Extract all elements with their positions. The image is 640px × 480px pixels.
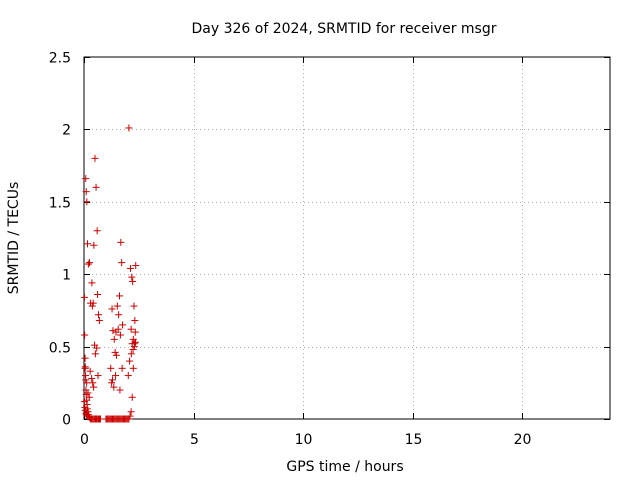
data-point — [80, 293, 88, 301]
data-point — [118, 364, 126, 372]
data-point — [91, 350, 99, 358]
data-point — [85, 393, 93, 401]
data-point — [108, 376, 116, 384]
data-point — [85, 259, 93, 267]
data-point — [131, 328, 139, 336]
data-point — [115, 311, 123, 319]
x-tick-label: 15 — [405, 432, 423, 448]
y-tick-label: 1.5 — [49, 196, 71, 212]
data-point — [126, 264, 134, 272]
data-point — [88, 374, 96, 382]
data-point — [86, 367, 94, 375]
data-points — [80, 124, 140, 423]
data-point — [93, 344, 101, 352]
data-point — [94, 372, 102, 380]
data-point — [128, 273, 136, 281]
y-tick-label: 1 — [62, 268, 71, 284]
data-point — [116, 331, 124, 339]
y-tick-label: 2.5 — [49, 51, 71, 67]
data-point — [88, 302, 96, 310]
data-point — [82, 188, 90, 196]
data-point — [110, 383, 118, 391]
data-point — [113, 302, 121, 310]
data-point — [84, 389, 92, 397]
data-point — [81, 354, 89, 362]
data-point — [131, 317, 139, 325]
data-point — [107, 364, 115, 372]
data-point — [128, 393, 136, 401]
data-point — [81, 364, 89, 372]
data-point — [89, 299, 97, 307]
data-point — [82, 411, 90, 419]
y-tick-label: 0 — [62, 413, 71, 429]
y-axis-label: SRMTID / TECUs — [6, 182, 22, 295]
data-point — [125, 415, 133, 423]
data-point — [125, 124, 133, 132]
data-point — [112, 351, 120, 359]
data-point — [129, 277, 137, 285]
data-point — [81, 406, 89, 414]
data-point — [92, 183, 100, 191]
data-point — [84, 240, 92, 248]
data-point — [89, 379, 97, 387]
y-tick-label: 2 — [62, 123, 71, 139]
x-tick-label: 10 — [295, 432, 313, 448]
data-point — [112, 372, 120, 380]
data-point — [118, 259, 126, 267]
data-point — [90, 241, 98, 249]
y-tick-label: 0.5 — [49, 341, 71, 357]
data-point — [84, 260, 92, 268]
data-point — [83, 198, 91, 206]
data-point — [116, 292, 124, 300]
data-point — [129, 345, 137, 353]
x-tick-label: 0 — [80, 432, 89, 448]
chart-title: Day 326 of 2024, SRMTID for receiver msg… — [192, 21, 497, 37]
data-point — [129, 364, 137, 372]
data-point — [109, 327, 117, 335]
data-point — [94, 311, 102, 319]
data-point — [83, 379, 91, 387]
x-tick-label: 20 — [514, 432, 532, 448]
x-axis-label: GPS time / hours — [286, 459, 403, 475]
data-point — [83, 412, 91, 420]
data-point — [114, 325, 122, 333]
x-tick-labels: 0 5 10 15 20 — [80, 432, 531, 448]
axis-ticks — [84, 57, 610, 420]
data-point — [126, 412, 134, 420]
data-point — [94, 290, 102, 298]
data-point — [116, 386, 124, 394]
y-tick-labels: 0 0.5 1 1.5 2 2.5 — [49, 51, 71, 429]
data-point — [91, 154, 99, 162]
data-point — [110, 335, 118, 343]
data-point — [132, 262, 140, 270]
data-point — [127, 325, 135, 333]
plot-frame — [83, 56, 611, 420]
data-point — [126, 357, 134, 365]
data-point — [82, 175, 90, 183]
data-point — [88, 279, 96, 287]
data-point — [82, 376, 90, 384]
data-point — [130, 302, 138, 310]
grid-lines — [84, 57, 610, 419]
data-point — [108, 379, 116, 387]
data-point — [111, 348, 119, 356]
x-tick-label: 5 — [190, 432, 199, 448]
data-point — [81, 331, 89, 339]
data-point — [127, 408, 135, 416]
data-point — [129, 335, 137, 343]
data-point — [124, 372, 132, 380]
data-point — [119, 321, 127, 329]
data-point — [95, 317, 103, 325]
data-point — [108, 305, 116, 313]
data-point — [128, 340, 136, 348]
data-point — [90, 383, 98, 391]
data-point — [127, 350, 135, 358]
data-point — [117, 238, 125, 246]
data-point — [93, 227, 101, 235]
